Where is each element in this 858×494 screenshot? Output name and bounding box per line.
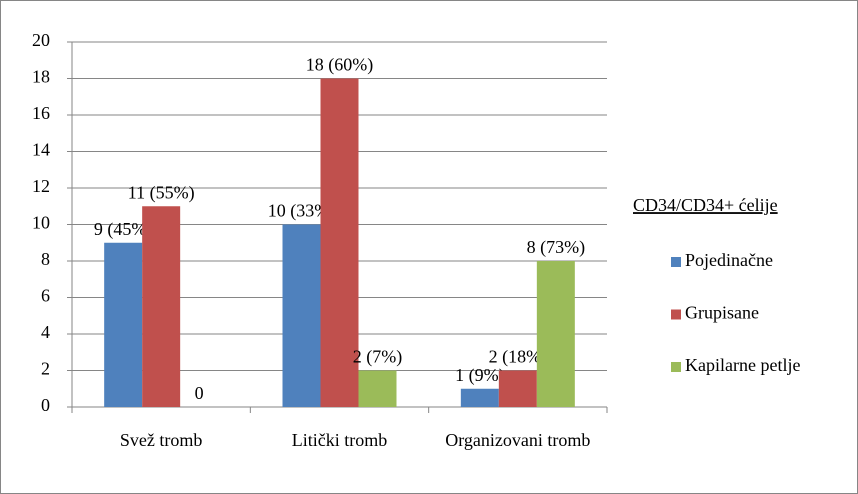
legend-label: Kapilarne petlje [685,355,800,375]
legend-swatch [671,257,681,267]
x-tick-label: Organizovani tromb [445,430,591,450]
bar [142,206,181,407]
bar [536,261,575,407]
data-label: 10 (33%) [268,201,335,222]
y-tick-label: 10 [32,213,50,233]
legend-swatch [671,309,681,320]
legend-swatch [671,362,681,372]
y-tick-label: 16 [32,103,50,123]
y-tick-label: 8 [41,249,50,269]
bar [460,388,499,407]
data-label: 11 (55%) [128,182,195,203]
y-tick-label: 20 [32,30,50,50]
y-tick-label: 6 [41,286,50,306]
bar [320,78,359,407]
data-label: 2 (18%) [489,347,547,368]
y-tick-label: 4 [41,322,50,342]
data-label: 8 (73%) [527,237,585,258]
y-tick-label: 18 [32,67,50,87]
bar [282,224,321,407]
legend-label: Pojedinačne [685,250,773,270]
bar [358,370,397,407]
data-label: 1 (9%) [455,365,504,386]
y-tick-label: 12 [32,176,50,196]
y-tick-label: 14 [32,140,50,160]
x-tick-label: Litički tromb [291,430,388,450]
x-tick-label: Svež tromb [119,430,203,450]
bar [498,370,537,407]
bar [104,242,143,407]
y-tick-label: 2 [41,359,50,379]
data-label: 9 (45%) [94,219,152,240]
data-label: 18 (60%) [306,55,373,76]
y-tick-label: 0 [41,395,50,415]
legend-title: CD34/CD34+ ćelije [633,195,778,215]
data-label: 2 (7%) [353,347,402,368]
data-label: 0 [195,383,204,403]
legend-label: Grupisane [685,303,759,323]
